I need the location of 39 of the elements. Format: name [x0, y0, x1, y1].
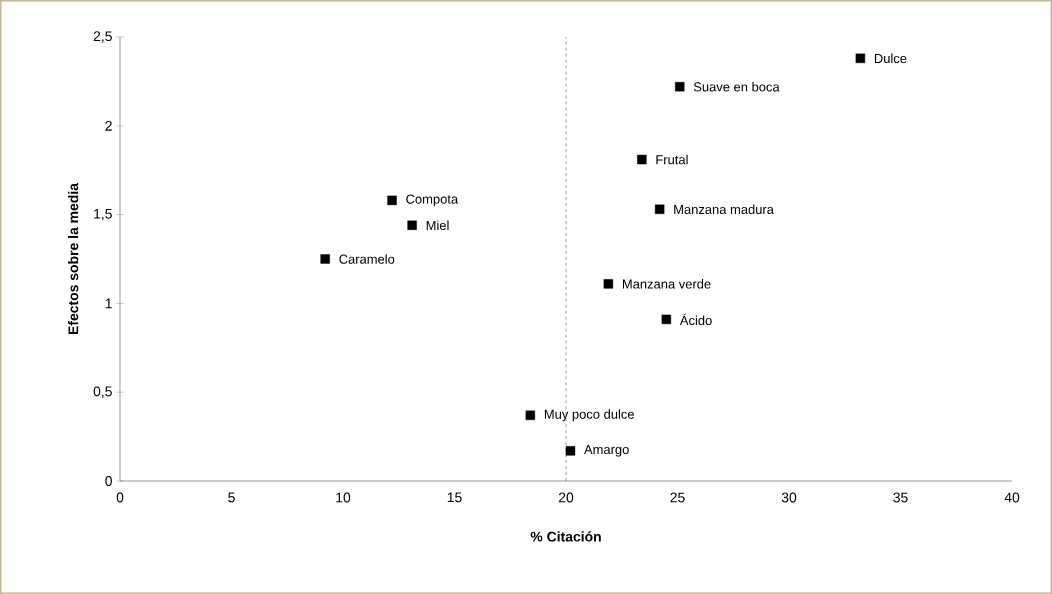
point — [675, 82, 685, 92]
point — [661, 314, 672, 325]
y-axis-title: Efectos sobre la media — [68, 182, 79, 335]
y-tick-label: 0,5 — [93, 386, 112, 398]
x-tick-label: 25 — [670, 492, 685, 503]
annotation: Dulce — [874, 53, 907, 64]
point — [603, 279, 614, 289]
x-tick-label: 30 — [781, 492, 797, 503]
x-tick-label: 35 — [893, 492, 908, 503]
annotation: Muy poco dulce — [544, 409, 634, 422]
annotation: Manzana verde — [622, 279, 711, 289]
point — [320, 254, 330, 264]
x-tick-label: 0 — [116, 492, 124, 503]
x-tick-label: 40 — [1004, 492, 1020, 503]
point — [637, 154, 647, 165]
y-tick-label: 1 — [105, 298, 112, 309]
x-tick-label: 20 — [558, 492, 574, 503]
point — [565, 446, 576, 456]
x-tick-label: 15 — [447, 492, 462, 503]
point — [387, 195, 397, 206]
annotation: Manzana madura — [674, 204, 774, 215]
y-tick-label: 2 — [105, 120, 112, 131]
annotation: Ácido — [679, 313, 712, 326]
annotation: Caramelo — [339, 254, 395, 264]
annotation: Frutal — [656, 154, 688, 165]
annotation: Amargo — [584, 445, 629, 457]
point — [407, 220, 417, 230]
point — [654, 204, 665, 214]
annotation: Suave en boca — [693, 81, 780, 92]
y-tick-label: 1,5 — [94, 208, 112, 221]
point — [525, 410, 536, 420]
x-tick-label: 5 — [228, 492, 235, 503]
annotation: Miel — [426, 220, 449, 231]
point — [855, 53, 866, 64]
annotation: Compota — [406, 194, 459, 207]
y-tick-label: 2,5 — [93, 31, 112, 43]
y-tick-label: 0 — [105, 476, 112, 486]
x-tick-label: 10 — [336, 492, 351, 503]
x-axis-title: % Citación — [530, 531, 601, 542]
